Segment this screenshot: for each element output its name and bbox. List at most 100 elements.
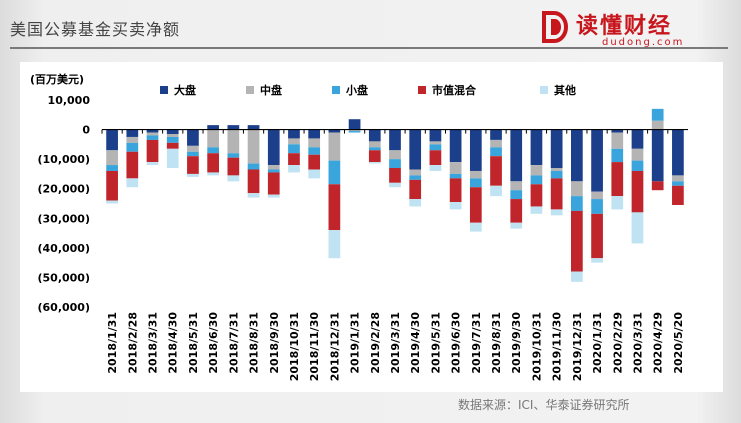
bar-segment	[510, 181, 523, 191]
bar-segment	[267, 129, 280, 166]
bar-segment	[308, 154, 321, 170]
bar-segment	[227, 129, 240, 154]
bar-segment	[530, 206, 543, 214]
bar-segment	[510, 199, 523, 223]
bar-segment	[288, 129, 300, 139]
bar-segment	[227, 125, 240, 130]
bar-segment	[288, 144, 300, 154]
bar-segment	[651, 108, 664, 121]
bar-segment	[166, 148, 179, 169]
x-tick-label: 2018/2/28	[126, 312, 139, 374]
legend-label: 市值混合	[432, 83, 477, 97]
bar-segment	[490, 147, 502, 157]
bar-segment	[308, 129, 321, 139]
bar-segment	[247, 169, 260, 194]
bar-segment	[449, 202, 462, 210]
bar-segment	[510, 190, 523, 200]
bar-segment	[510, 222, 523, 229]
source-note: 数据来源：ICI、华泰证券研究所	[458, 398, 630, 412]
x-tick-label: 2020/1/31	[591, 312, 604, 374]
y-tick-label: (20,000)	[37, 183, 90, 196]
bar-segment	[469, 129, 482, 171]
bar-segment	[469, 222, 482, 232]
bar-segment	[389, 182, 401, 188]
bar-segment	[651, 120, 664, 130]
x-tick-label: 2018/8/31	[248, 312, 261, 374]
bar-segment	[409, 129, 422, 170]
bar-segment	[146, 162, 159, 166]
bar-segment	[207, 147, 219, 154]
x-tick-label: 2018/6/30	[207, 312, 220, 374]
x-tick-label: 2019/12/31	[571, 312, 584, 381]
bar-segment	[308, 169, 321, 179]
bar-segment	[166, 136, 179, 143]
bar-segment	[368, 141, 381, 148]
bar-segment	[368, 129, 381, 142]
x-tick-label: 2019/2/28	[369, 312, 382, 374]
bar-segment	[187, 173, 199, 177]
x-tick-label: 2020/2/29	[611, 312, 624, 374]
chart-panel: (百万美元) 10,000 0 (10,000) (20,000) (30,000) (40…	[20, 62, 723, 392]
legend-label: 其他	[554, 83, 576, 97]
bar-segment	[187, 145, 199, 152]
legend-label: 大盘	[174, 83, 196, 97]
bar-segment	[207, 172, 219, 176]
bar-segment	[146, 129, 159, 133]
bar-segment	[328, 230, 341, 259]
bar-segment	[106, 150, 118, 166]
bar-segment	[409, 199, 422, 207]
bar-segment	[550, 129, 563, 169]
bar-segment	[591, 129, 603, 192]
bar-segment	[106, 170, 118, 201]
bar-segment	[247, 193, 260, 198]
x-tick-label: 2018/11/30	[308, 312, 321, 382]
bar-segment	[550, 170, 563, 179]
bar-segment	[469, 170, 482, 179]
bar-segment	[449, 178, 462, 203]
x-tick-label: 2019/10/31	[530, 312, 543, 381]
bar-segment	[106, 129, 118, 151]
bar-segment	[611, 196, 624, 210]
x-tick-label: 2018/7/31	[227, 312, 240, 374]
bar-segment	[672, 175, 684, 182]
x-tick-label: 2018/3/31	[147, 312, 160, 374]
bar-segment	[611, 148, 624, 163]
bar-segment	[550, 209, 563, 216]
legend-swatch	[160, 86, 168, 94]
bar-segment	[571, 181, 583, 197]
bar-segment	[368, 162, 381, 164]
bar-segment	[106, 200, 118, 204]
bar-segment	[409, 169, 422, 176]
bar-segment	[469, 178, 482, 188]
legend-label: 中盘	[260, 83, 282, 97]
stacked-bar-chart: (百万美元) 10,000 0 (10,000) (20,000) (30,000) (40…	[30, 72, 688, 382]
bar-segment	[288, 153, 300, 166]
x-tick-label: 2019/6/30	[450, 312, 463, 374]
logo-mark-icon	[542, 11, 568, 43]
x-tick-label: 2018/12/31	[328, 312, 341, 381]
bar-segment	[490, 139, 502, 148]
legend-swatch	[418, 86, 426, 94]
bar-segment	[328, 129, 341, 133]
bar-segment	[227, 175, 240, 182]
x-tick-label: 2019/8/31	[490, 312, 503, 374]
bar-segment	[611, 129, 624, 133]
bar-segment	[409, 175, 422, 180]
bar-segment	[227, 153, 240, 158]
y-tick-label: (60,000)	[37, 301, 90, 314]
bar-segment	[227, 157, 240, 176]
x-tick-label: 2019/4/30	[409, 312, 422, 374]
bar-segment	[510, 129, 523, 182]
bar-segment	[207, 129, 219, 148]
bar-segment	[126, 142, 139, 152]
x-tick-label: 2019/11/30	[551, 312, 564, 382]
bar-segment	[389, 168, 401, 183]
bar-segment	[449, 129, 462, 163]
bar-segment	[591, 191, 603, 200]
title-divider	[10, 47, 728, 49]
legend-swatch	[540, 86, 548, 94]
bar-segment	[631, 148, 644, 161]
bar-segment	[429, 129, 442, 142]
bar-segment	[207, 125, 219, 130]
bar-segment	[550, 168, 563, 171]
